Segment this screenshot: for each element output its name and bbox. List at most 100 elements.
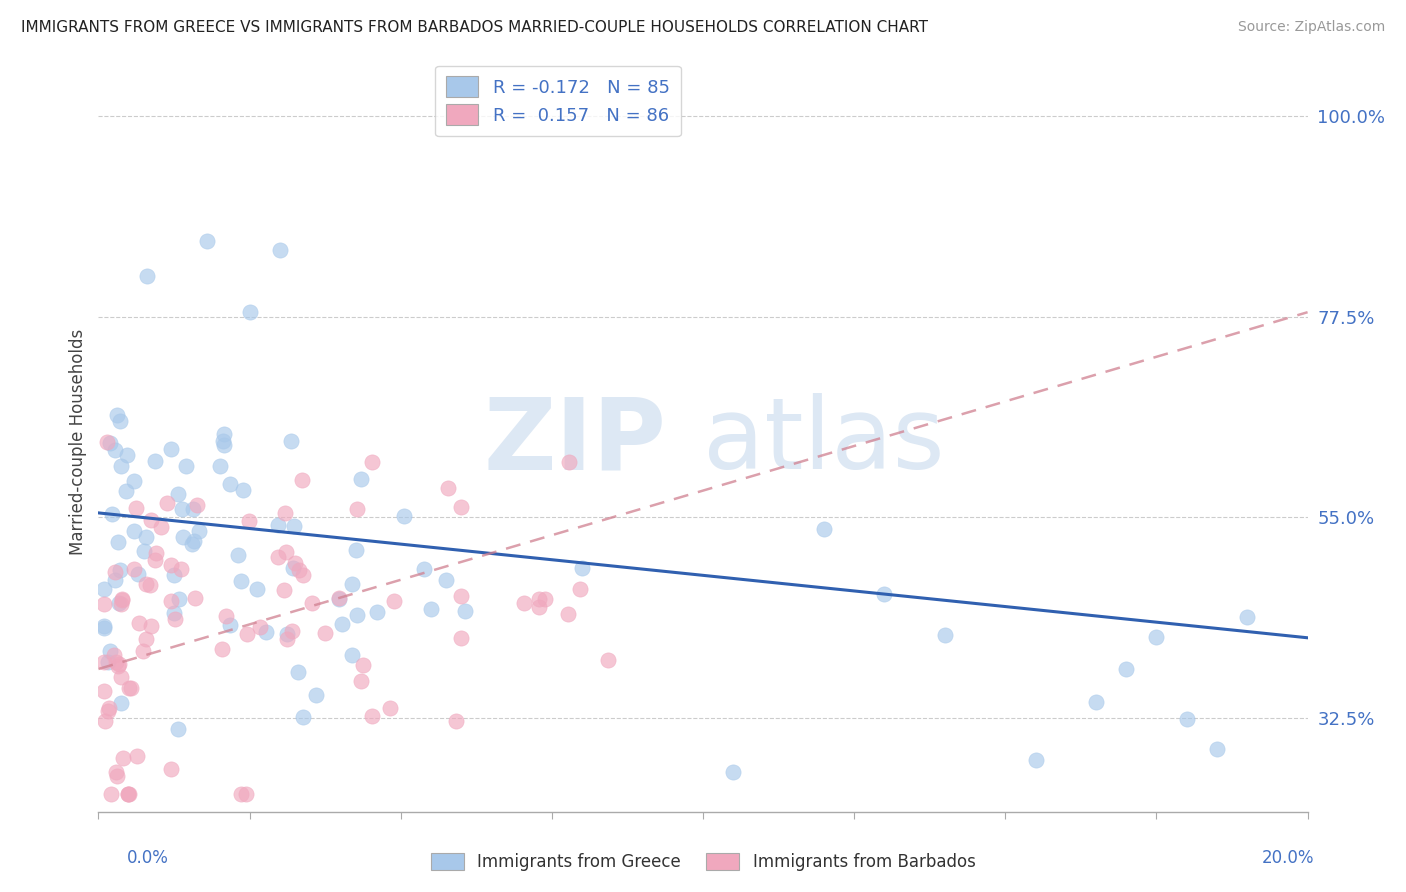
- Point: [215, 609, 238, 624]
- Point: [246, 582, 269, 596]
- Point: [103, 573, 125, 587]
- Point: [558, 455, 581, 469]
- Point: [281, 561, 304, 575]
- Point: [281, 624, 304, 638]
- Point: [170, 562, 193, 576]
- Point: [167, 592, 190, 607]
- Point: [382, 594, 405, 608]
- Point: [352, 657, 374, 672]
- Point: [172, 501, 194, 516]
- Point: [172, 530, 194, 544]
- Point: [346, 607, 368, 622]
- Point: [283, 518, 305, 533]
- Point: [340, 648, 363, 662]
- Point: [419, 602, 441, 616]
- Point: [118, 787, 141, 801]
- Point: [267, 518, 290, 533]
- Point: [235, 787, 257, 801]
- Point: [267, 550, 290, 565]
- Point: [346, 502, 368, 516]
- Point: [450, 500, 472, 514]
- Point: [111, 593, 134, 607]
- Point: [160, 594, 183, 608]
- Point: [135, 576, 157, 591]
- Point: [366, 605, 388, 619]
- Point: [156, 496, 179, 510]
- Point: [139, 513, 162, 527]
- Text: 20.0%: 20.0%: [1263, 849, 1315, 867]
- Point: [122, 474, 145, 488]
- Point: [97, 655, 120, 669]
- Point: [254, 625, 277, 640]
- Point: [437, 482, 460, 496]
- Point: [108, 596, 131, 610]
- Point: [111, 751, 134, 765]
- Point: [249, 620, 271, 634]
- Point: [93, 621, 115, 635]
- Point: [128, 615, 150, 630]
- Point: [238, 514, 260, 528]
- Point: [344, 542, 367, 557]
- Point: [103, 648, 125, 663]
- Point: [163, 567, 186, 582]
- Point: [361, 709, 384, 723]
- Point: [534, 592, 557, 607]
- Point: [93, 683, 115, 698]
- Point: [1236, 610, 1258, 624]
- Point: [117, 787, 139, 801]
- Point: [101, 508, 124, 522]
- Point: [104, 565, 127, 579]
- Point: [211, 641, 233, 656]
- Point: [557, 607, 579, 621]
- Point: [513, 596, 536, 610]
- Point: [330, 617, 353, 632]
- Point: [527, 592, 550, 607]
- Point: [143, 454, 166, 468]
- Point: [239, 305, 262, 319]
- Point: [163, 606, 186, 620]
- Point: [110, 597, 132, 611]
- Point: [380, 701, 402, 715]
- Point: [394, 509, 416, 524]
- Text: Source: ZipAtlas.com: Source: ZipAtlas.com: [1237, 20, 1385, 34]
- Point: [211, 434, 233, 449]
- Point: [93, 582, 115, 596]
- Point: [111, 591, 134, 606]
- Point: [134, 544, 156, 558]
- Y-axis label: Married-couple Households: Married-couple Households: [69, 328, 87, 555]
- Point: [120, 681, 142, 695]
- Text: ZIP: ZIP: [484, 393, 666, 490]
- Point: [229, 574, 252, 588]
- Point: [97, 704, 120, 718]
- Point: [236, 627, 259, 641]
- Legend: Immigrants from Greece, Immigrants from Barbados: Immigrants from Greece, Immigrants from …: [423, 846, 983, 878]
- Point: [125, 749, 148, 764]
- Point: [100, 787, 122, 801]
- Point: [569, 582, 592, 597]
- Point: [166, 487, 188, 501]
- Point: [160, 442, 183, 456]
- Point: [529, 599, 551, 614]
- Point: [598, 653, 620, 667]
- Point: [450, 632, 472, 646]
- Point: [145, 546, 167, 560]
- Point: [105, 769, 128, 783]
- Point: [125, 501, 148, 516]
- Point: [107, 658, 129, 673]
- Point: [328, 591, 350, 606]
- Point: [127, 566, 149, 581]
- Point: [122, 562, 145, 576]
- Text: 0.0%: 0.0%: [127, 849, 169, 867]
- Point: [212, 426, 235, 441]
- Point: [135, 632, 157, 647]
- Point: [167, 722, 190, 736]
- Point: [434, 573, 457, 587]
- Point: [305, 688, 328, 702]
- Point: [287, 665, 309, 679]
- Text: atlas: atlas: [703, 393, 945, 490]
- Point: [291, 473, 314, 487]
- Point: [103, 442, 125, 457]
- Point: [232, 483, 254, 498]
- Point: [135, 531, 157, 545]
- Point: [280, 434, 302, 449]
